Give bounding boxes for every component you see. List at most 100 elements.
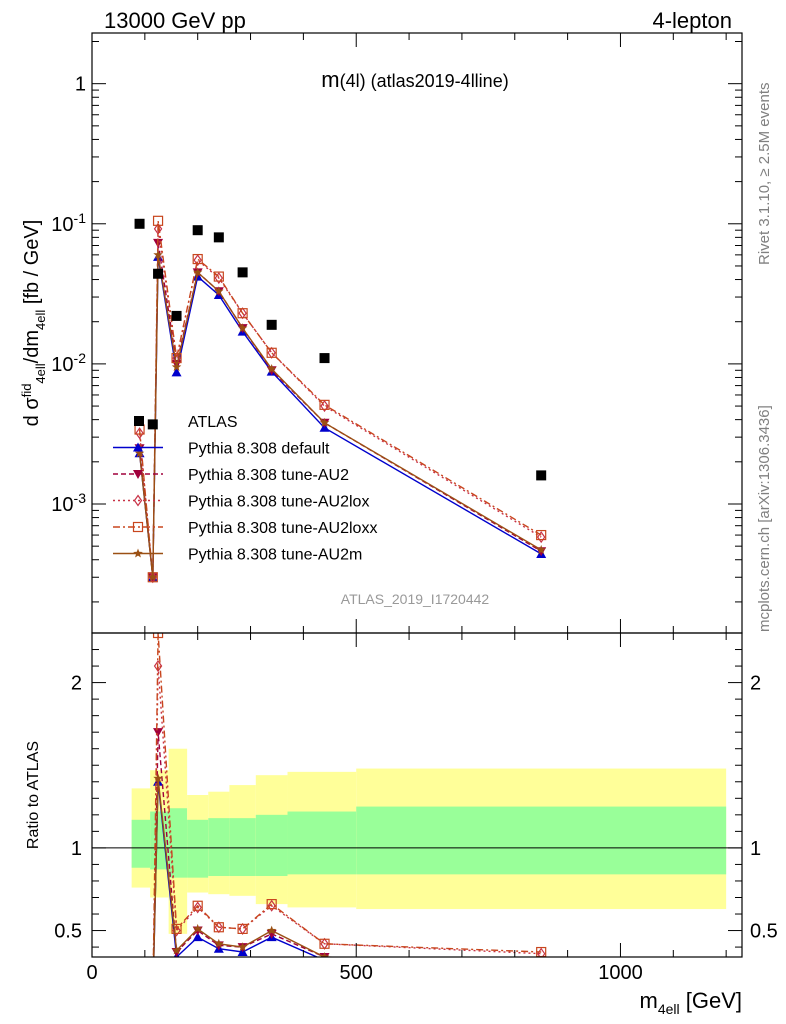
y-tick-label: 10-1 <box>51 210 86 236</box>
square-marker <box>266 899 277 910</box>
ratio-tick-label-left: 1 <box>71 838 82 860</box>
legend-label: Pythia 8.308 tune-AU2 <box>188 467 349 484</box>
star-marker <box>214 286 224 296</box>
star-marker <box>171 945 182 955</box>
inner-uncertainty-band <box>208 818 230 876</box>
star-marker <box>134 448 145 458</box>
square-marker <box>152 215 164 226</box>
energy-label: 13000 GeV pp <box>104 8 246 33</box>
rivet-version-label: Rivet 3.1.10, ≥ 2.5M events <box>756 82 773 266</box>
square-marker <box>536 529 547 541</box>
x-axis-label: m4ell [GeV] <box>640 988 742 1017</box>
diamond-marker <box>136 1003 143 1013</box>
triangle-down-marker <box>133 470 143 479</box>
square-marker <box>192 900 203 911</box>
main-frame <box>91 32 743 634</box>
triangle-down-marker <box>153 728 164 738</box>
diamond-marker <box>153 660 163 673</box>
star-marker <box>536 544 546 554</box>
triangle-down-marker <box>148 996 158 1005</box>
legend-marker-atlas <box>134 416 144 426</box>
atlas-data-point <box>171 310 182 321</box>
x-tick-label: 0 <box>86 962 97 984</box>
diamond-marker <box>267 899 276 912</box>
triangle-marker <box>133 442 143 452</box>
atlas-data-point <box>266 319 277 330</box>
ratio-y-axis-label: Ratio to ATLAS <box>25 741 42 849</box>
star-marker <box>153 773 163 783</box>
ratio-series <box>135 633 547 1014</box>
legend-label: Pythia 8.308 default <box>188 441 330 458</box>
main-series <box>134 215 547 584</box>
diamond-marker <box>214 271 224 285</box>
legend-label: Pythia 8.308 tune-AU2lox <box>188 494 369 511</box>
ratio-tick-label-right: 2 <box>750 673 761 695</box>
ratio-tick-label-left: 0.5 <box>54 921 82 943</box>
square-marker <box>213 271 224 282</box>
inner-uncertainty-band <box>356 806 727 875</box>
inner-uncertainty-band <box>287 811 357 875</box>
square-marker <box>192 253 203 265</box>
diamond-marker <box>135 427 144 440</box>
diamond-marker <box>536 531 546 544</box>
star-marker <box>266 364 277 373</box>
triangle-marker <box>148 995 158 1004</box>
y-tick-label: 1 <box>75 74 86 96</box>
ratio-bands <box>131 748 727 934</box>
square-marker <box>171 923 182 934</box>
mcplots-label: mcplots.cern.ch [arXiv:1306.3436] <box>756 405 773 632</box>
legend-label-atlas: ATLAS <box>188 414 238 431</box>
square-marker <box>319 399 330 410</box>
ratio-frame <box>91 632 743 958</box>
series-ratio-line <box>152 732 343 957</box>
diamond-marker <box>193 901 202 914</box>
ratio-tick-label-right: 1 <box>750 838 761 860</box>
star-marker <box>237 942 248 952</box>
square-marker <box>237 923 248 934</box>
legend-label: Pythia 8.308 tune-AU2loxx <box>188 520 377 537</box>
atlas-data-point <box>213 232 224 243</box>
series-line <box>138 254 542 578</box>
star-marker <box>237 323 248 333</box>
diamond-marker <box>320 400 329 413</box>
star-marker <box>153 249 163 259</box>
atlas-data-point <box>134 218 145 229</box>
triangle-marker <box>536 962 546 971</box>
y-axis-label: d σfid4ell/dm4ell [fb / GeV] <box>19 220 48 427</box>
star-marker <box>135 1004 145 1013</box>
atlas-data-point <box>147 419 158 430</box>
inner-uncertainty-band <box>255 814 288 876</box>
atlas-data-point <box>153 268 164 279</box>
ratio-tick-label-left: 2 <box>71 673 82 695</box>
y-tick-label: 10-3 <box>51 490 86 516</box>
star-marker <box>148 572 158 582</box>
plot-title: m(4l) (atlas2019-4lline) <box>321 67 508 92</box>
x-tick-label: 500 <box>340 962 373 984</box>
atlas-data-point <box>237 267 248 278</box>
series-ratio-line <box>153 778 348 957</box>
atlas-data-point <box>536 470 547 481</box>
diamond-marker <box>133 494 143 507</box>
star-marker <box>171 362 182 372</box>
inner-uncertainty-band <box>168 808 188 878</box>
square-marker <box>319 938 330 949</box>
x-tick-label: 1000 <box>598 962 643 984</box>
atlas-data-point <box>319 353 330 364</box>
star-marker <box>192 267 203 277</box>
star-marker <box>266 925 277 935</box>
triangle-down-marker <box>135 1005 145 1014</box>
square-marker <box>148 995 157 1004</box>
analysis-watermark: ATLAS_2019_I1720442 <box>341 591 490 607</box>
square-marker <box>132 521 144 533</box>
square-marker <box>266 347 277 358</box>
triangle-marker <box>135 1004 145 1013</box>
triangle-marker <box>192 932 203 942</box>
inner-uncertainty-band <box>187 819 209 878</box>
square-marker <box>237 308 248 319</box>
star-marker <box>192 923 203 933</box>
process-label: 4-lepton <box>652 8 732 33</box>
star-marker <box>319 952 330 957</box>
star-marker <box>148 995 158 1004</box>
triangle-marker <box>171 367 182 377</box>
